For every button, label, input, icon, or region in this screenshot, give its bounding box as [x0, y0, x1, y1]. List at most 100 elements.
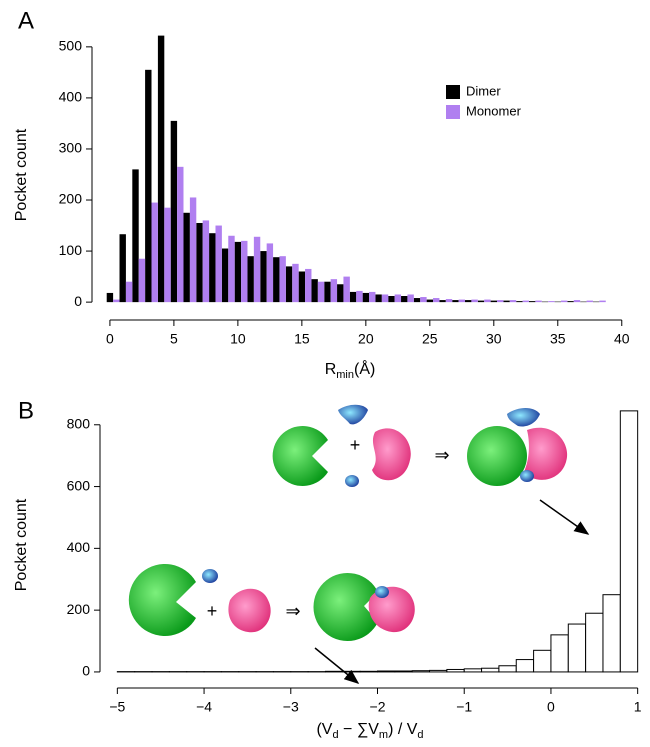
- bar: [490, 300, 497, 303]
- bar: [177, 166, 184, 303]
- bar: [317, 281, 325, 303]
- bar: [585, 612, 604, 673]
- y-tick-label: 800: [67, 415, 91, 431]
- bar: [394, 670, 413, 673]
- legend-label: Monomer: [466, 103, 522, 118]
- bar: [145, 69, 152, 303]
- x-axis-label-part: d: [332, 729, 338, 741]
- bar: [522, 300, 529, 303]
- bar: [560, 300, 568, 303]
- bar: [503, 300, 510, 303]
- x-tick-label: −2: [370, 699, 386, 715]
- bar: [359, 670, 379, 673]
- bar: [413, 298, 421, 303]
- x-tick-label: 1: [634, 699, 642, 715]
- y-tick-label: 200: [59, 191, 83, 207]
- bar: [429, 669, 448, 673]
- bar: [113, 299, 120, 303]
- illustration: [128, 404, 590, 684]
- y-tick-label: 500: [59, 38, 83, 54]
- bar: [234, 241, 242, 303]
- bar: [407, 294, 414, 303]
- bar: [138, 258, 146, 303]
- bar: [285, 266, 293, 303]
- bar: [375, 294, 382, 303]
- bar: [426, 299, 434, 303]
- protein-dimer: [313, 572, 378, 641]
- y-axis-label: Pocket count: [13, 128, 30, 221]
- protein-monomer: [372, 428, 411, 481]
- bar: [516, 301, 523, 303]
- x-tick-label: 35: [550, 331, 566, 347]
- y-axis-label: Pocket count: [13, 498, 30, 591]
- annotation: +: [350, 435, 361, 455]
- bar: [439, 300, 446, 303]
- bar: [106, 292, 114, 303]
- y-tick-label: 300: [59, 140, 83, 156]
- bar: [420, 297, 427, 303]
- x-axis-label-part: d: [417, 729, 423, 741]
- bar: [311, 279, 318, 303]
- bar: [471, 299, 478, 303]
- x-tick-label: 25: [422, 331, 438, 347]
- bar: [567, 623, 587, 673]
- x-tick-label: −3: [283, 699, 299, 715]
- y-tick-label: 200: [67, 601, 91, 617]
- bar: [481, 667, 500, 673]
- legend-swatch: [446, 85, 460, 99]
- bar: [362, 292, 370, 303]
- bar: [580, 301, 587, 303]
- ligand: [202, 569, 218, 583]
- bar: [266, 243, 274, 303]
- bar: [228, 235, 235, 303]
- x-tick-label: 0: [547, 699, 555, 715]
- bar: [484, 299, 491, 303]
- bar: [369, 291, 376, 303]
- legend-swatch: [446, 105, 460, 119]
- bar: [388, 296, 395, 303]
- x-tick-label: 30: [486, 331, 502, 347]
- ligand: [338, 404, 368, 425]
- bar: [349, 291, 357, 303]
- x-axis-label: Rmin(Å): [325, 359, 376, 381]
- x-tick-label: 0: [106, 331, 114, 347]
- legend-label: Dimer: [466, 83, 501, 98]
- bar: [279, 256, 286, 303]
- bar: [356, 290, 363, 303]
- x-tick-label: 40: [614, 331, 630, 347]
- x-tick-label: 20: [358, 331, 374, 347]
- bar: [260, 251, 267, 303]
- bar: [411, 670, 431, 673]
- x-axis-label-part: (V: [316, 721, 332, 738]
- annotation: +: [207, 601, 218, 621]
- x-axis-label-part: R: [325, 361, 337, 378]
- bar: [202, 220, 210, 303]
- bar: [528, 301, 536, 303]
- bar: [533, 649, 552, 673]
- bar: [377, 670, 396, 673]
- x-tick-label: 15: [294, 331, 310, 347]
- bar: [567, 301, 574, 303]
- ligand: [507, 408, 540, 427]
- bar: [535, 300, 542, 303]
- bar: [170, 120, 178, 303]
- bar: [497, 300, 504, 303]
- x-tick-label: −4: [196, 699, 212, 715]
- bar: [463, 668, 483, 673]
- bar: [189, 197, 197, 303]
- bar: [599, 300, 606, 303]
- bar: [253, 236, 261, 303]
- bar: [401, 296, 408, 303]
- protein-dimer: [524, 427, 568, 480]
- bar: [183, 212, 190, 303]
- bar: [151, 202, 158, 303]
- ligand: [345, 475, 359, 487]
- protein-monomer: [272, 426, 328, 487]
- bar: [298, 271, 306, 303]
- bar: [554, 301, 561, 303]
- bar: [515, 659, 535, 673]
- bar: [337, 284, 344, 303]
- bar: [548, 301, 555, 303]
